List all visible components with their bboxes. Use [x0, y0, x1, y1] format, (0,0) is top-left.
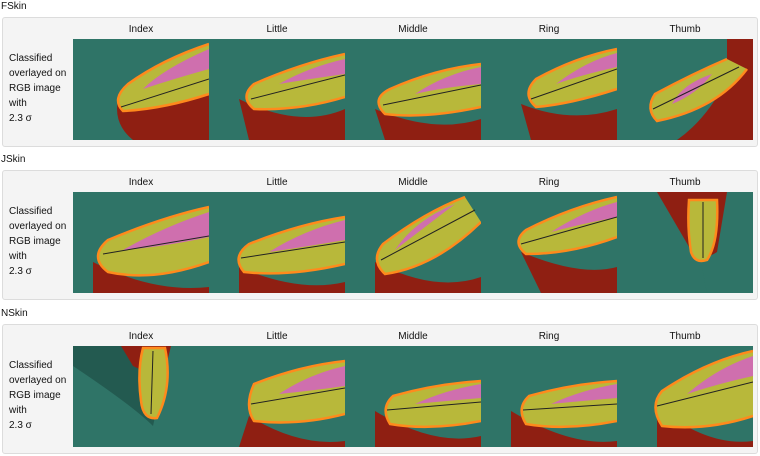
image-fskin-middle: [345, 39, 481, 140]
row-label-line: 2.3 σ: [9, 266, 32, 277]
image-jskin-little: [209, 192, 345, 293]
row-label-line: Classified: [9, 206, 53, 217]
row-label-line: with: [9, 405, 27, 416]
image-nskin-index: [73, 346, 209, 447]
row-label-line: 2.3 σ: [9, 420, 32, 431]
column-header-middle: Middle: [398, 24, 428, 35]
panel-nskin: Classified overlayed on RGB image with 2…: [2, 324, 758, 454]
image-nskin-little: [209, 346, 345, 447]
column-header-thumb: Thumb: [669, 177, 701, 188]
section-title-nskin: NSkin: [1, 308, 28, 319]
image-jskin-index: [73, 192, 209, 293]
row-label-jskin: Classified overlayed on RGB image with 2…: [9, 204, 75, 279]
column-header-little: Little: [266, 177, 288, 188]
column-header-thumb: Thumb: [669, 24, 701, 35]
row-label-line: Classified: [9, 53, 53, 64]
column-header-middle: Middle: [398, 331, 428, 342]
image-fskin-little: [209, 39, 345, 140]
image-fskin-thumb: [617, 39, 753, 140]
column-header-little: Little: [266, 24, 288, 35]
image-fskin-index: [73, 39, 209, 140]
column-header-index: Index: [128, 331, 154, 342]
column-header-middle: Middle: [398, 177, 428, 188]
image-jskin-ring: [481, 192, 617, 293]
row-label-line: RGB image: [9, 390, 61, 401]
row-label-line: with: [9, 98, 27, 109]
row-label-line: overlayed on: [9, 68, 67, 79]
panel-jskin: Classified overlayed on RGB image with 2…: [2, 170, 758, 300]
row-label-line: overlayed on: [9, 375, 67, 386]
column-header-ring: Ring: [538, 177, 560, 188]
column-header-index: Index: [128, 24, 154, 35]
row-label-line: with: [9, 251, 27, 262]
column-header-index: Index: [128, 177, 154, 188]
image-jskin-middle: [345, 192, 481, 293]
section-title-jskin: JSkin: [1, 154, 26, 165]
row-label-nskin: Classified overlayed on RGB image with 2…: [9, 358, 75, 433]
image-jskin-thumb: [617, 192, 753, 293]
image-nskin-middle: [345, 346, 481, 447]
row-label-line: RGB image: [9, 236, 61, 247]
column-header-ring: Ring: [538, 331, 560, 342]
image-nskin-thumb: [617, 346, 753, 447]
column-header-little: Little: [266, 331, 288, 342]
image-nskin-ring: [481, 346, 617, 447]
column-header-thumb: Thumb: [669, 331, 701, 342]
column-header-ring: Ring: [538, 24, 560, 35]
image-fskin-ring: [481, 39, 617, 140]
row-label-line: Classified: [9, 360, 53, 371]
row-label-line: 2.3 σ: [9, 113, 32, 124]
row-label-fskin: Classified overlayed on RGB image with 2…: [9, 51, 75, 126]
row-label-line: RGB image: [9, 83, 61, 94]
section-title-fskin: FSkin: [1, 1, 27, 12]
row-label-line: overlayed on: [9, 221, 67, 232]
panel-fskin: Classified overlayed on RGB image with 2…: [2, 17, 758, 147]
